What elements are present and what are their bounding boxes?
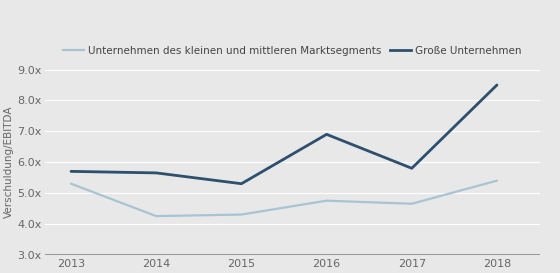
Y-axis label: Verschuldung/EBITDA: Verschuldung/EBITDA <box>4 106 14 218</box>
Legend: Unternehmen des kleinen und mittleren Marktsegments, Große Unternehmen: Unternehmen des kleinen und mittleren Ma… <box>59 41 526 60</box>
